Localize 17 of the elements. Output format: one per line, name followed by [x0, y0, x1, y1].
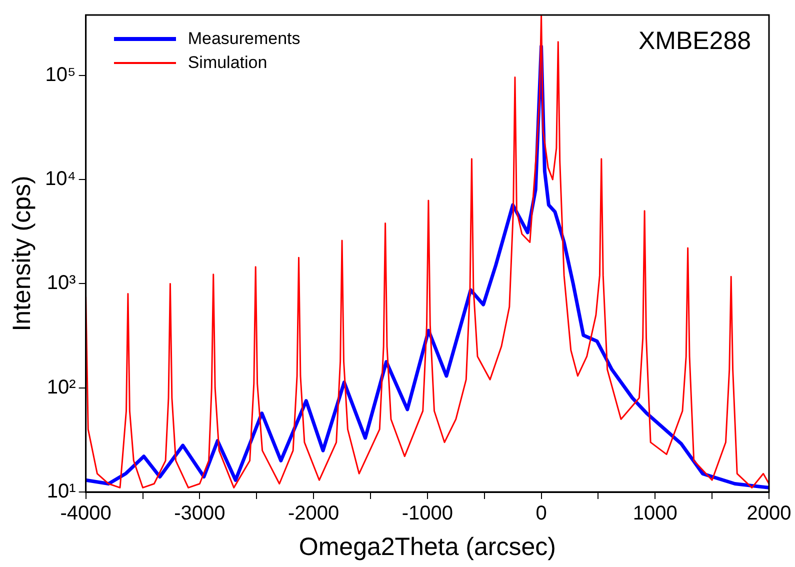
y-tick-label: 10²	[46, 376, 76, 398]
annotation: XMBE288	[638, 27, 751, 56]
y-tick-label: 10³	[46, 272, 76, 294]
x-axis-title: Omega2Theta (arcsec)	[298, 532, 556, 561]
legend-label: Simulation	[188, 52, 268, 74]
y-tick-label: 10⁵	[45, 64, 76, 86]
x-tick-label: 0	[536, 502, 547, 525]
y-tick-label: 10⁴	[44, 168, 76, 190]
y-tick-label: 10¹	[46, 480, 76, 503]
x-tick-label: -3000	[174, 502, 226, 525]
x-tick-label: -4000	[60, 502, 112, 525]
legend-label: Measurements	[188, 28, 300, 50]
x-tick-label: 1000	[632, 502, 678, 525]
x-tick-label: -2000	[288, 502, 340, 525]
x-tick-label: -1000	[402, 502, 453, 525]
y-axis-title: Intensity (cps)	[8, 176, 36, 332]
x-tick-label: 2000	[746, 502, 792, 525]
